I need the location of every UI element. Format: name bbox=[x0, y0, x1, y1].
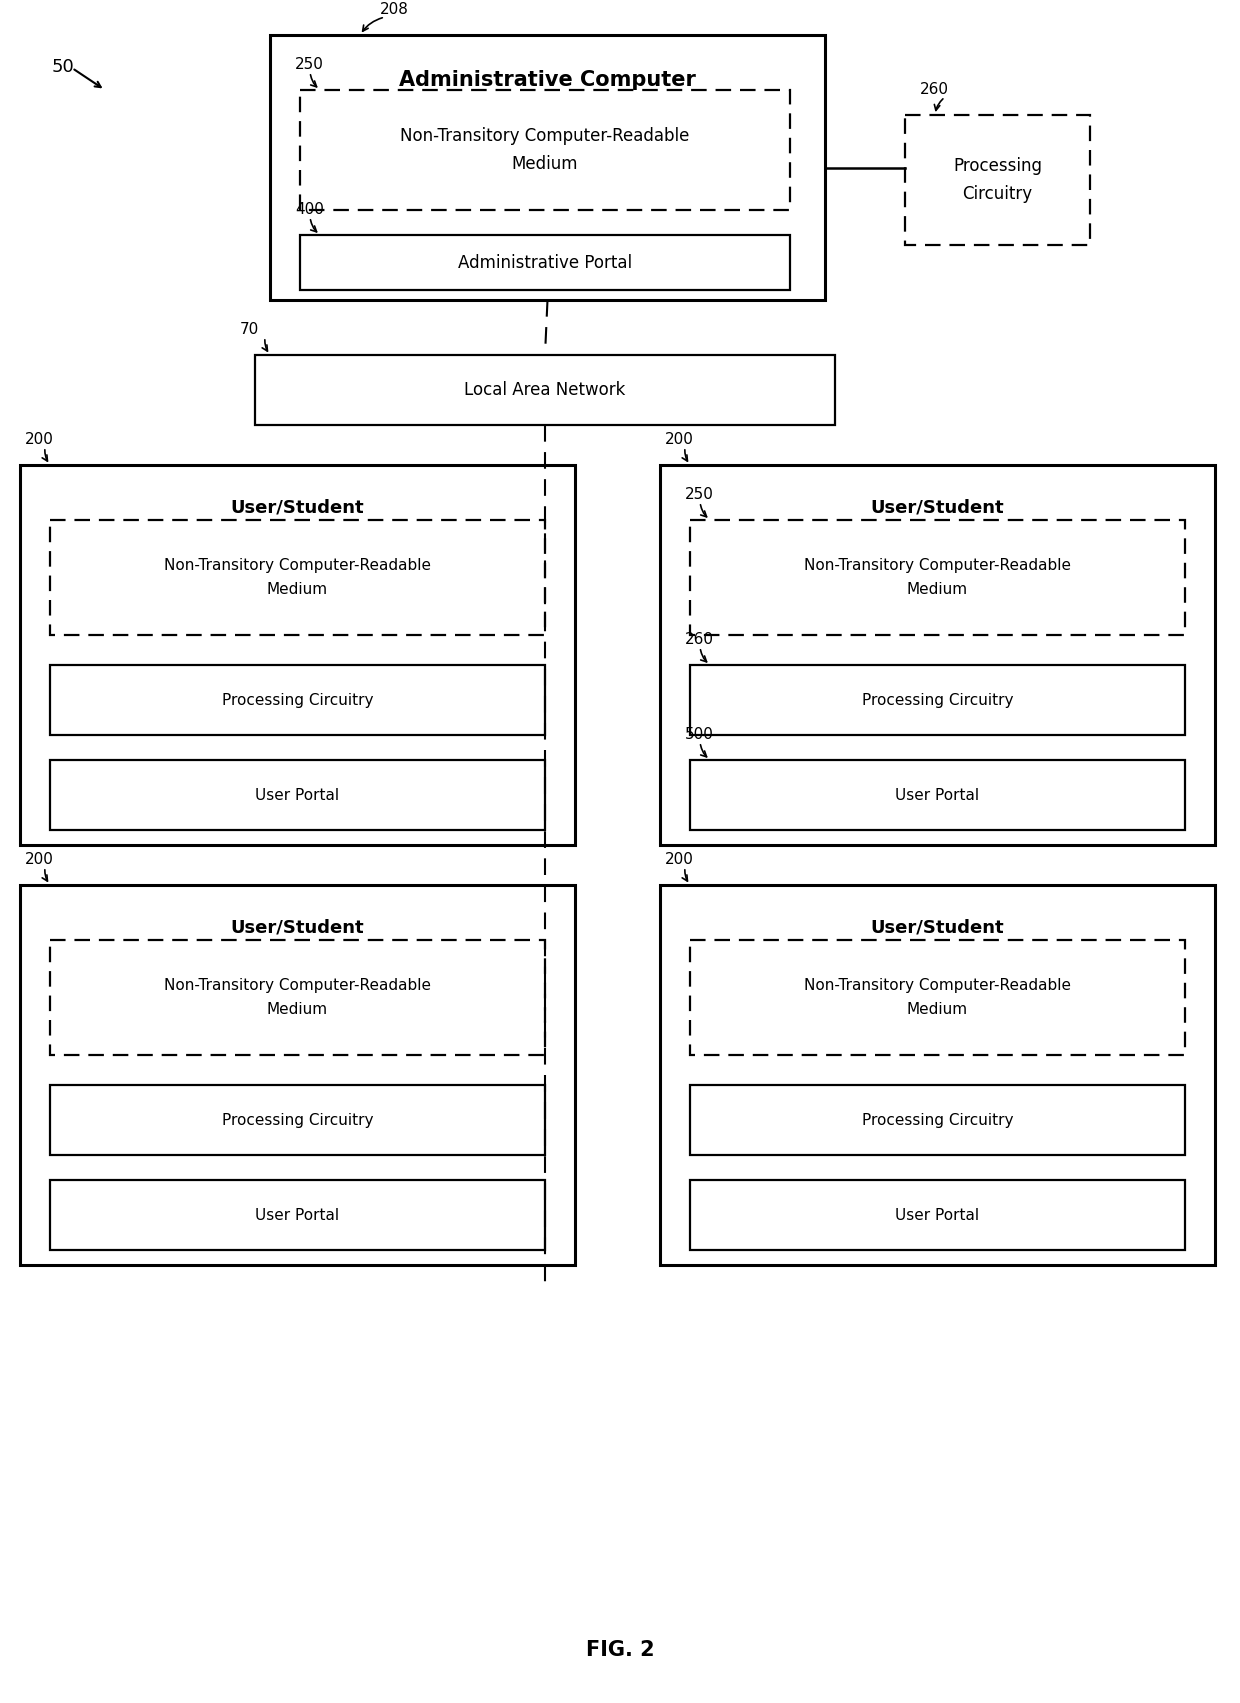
Text: Non-Transitory Computer-Readable
Medium: Non-Transitory Computer-Readable Medium bbox=[804, 559, 1071, 596]
Text: 400: 400 bbox=[295, 203, 324, 216]
Text: 50: 50 bbox=[52, 58, 74, 77]
Text: Non-Transitory Computer-Readable
Medium: Non-Transitory Computer-Readable Medium bbox=[804, 978, 1071, 1017]
Bar bbox=[689, 519, 1185, 635]
Text: Processing Circuitry: Processing Circuitry bbox=[862, 1112, 1013, 1127]
Text: User Portal: User Portal bbox=[895, 1207, 980, 1223]
Text: Administrative Computer: Administrative Computer bbox=[399, 70, 696, 90]
Text: User/Student: User/Student bbox=[231, 918, 365, 937]
Text: 200: 200 bbox=[25, 433, 53, 446]
Text: 260: 260 bbox=[684, 632, 714, 647]
Text: 200: 200 bbox=[665, 852, 694, 867]
Text: Local Area Network: Local Area Network bbox=[464, 381, 626, 399]
Bar bbox=[689, 664, 1185, 736]
Bar bbox=[660, 465, 1215, 845]
Text: Processing Circuitry: Processing Circuitry bbox=[222, 693, 373, 707]
Text: 200: 200 bbox=[25, 852, 53, 867]
Text: Processing
Circuitry: Processing Circuitry bbox=[954, 157, 1042, 203]
Text: Processing Circuitry: Processing Circuitry bbox=[862, 693, 1013, 707]
Bar bbox=[689, 1180, 1185, 1250]
Text: Non-Transitory Computer-Readable
Medium: Non-Transitory Computer-Readable Medium bbox=[164, 559, 432, 596]
Text: 200: 200 bbox=[665, 433, 694, 446]
Text: User Portal: User Portal bbox=[255, 1207, 340, 1223]
Text: FIG. 2: FIG. 2 bbox=[585, 1640, 655, 1660]
Bar bbox=[50, 519, 546, 635]
Bar bbox=[50, 1180, 546, 1250]
Text: 260: 260 bbox=[920, 82, 949, 97]
Text: 250: 250 bbox=[295, 56, 324, 72]
Text: Administrative Portal: Administrative Portal bbox=[458, 254, 632, 271]
Bar bbox=[50, 664, 546, 736]
Bar bbox=[50, 1085, 546, 1155]
Bar bbox=[255, 354, 835, 426]
Bar bbox=[20, 465, 575, 845]
Text: User Portal: User Portal bbox=[895, 787, 980, 802]
Text: User/Student: User/Student bbox=[231, 497, 365, 516]
Bar bbox=[689, 1085, 1185, 1155]
Text: 70: 70 bbox=[241, 322, 259, 337]
Bar bbox=[905, 116, 1090, 245]
Bar bbox=[660, 886, 1215, 1265]
Bar bbox=[50, 940, 546, 1054]
Bar bbox=[270, 36, 825, 300]
Text: Non-Transitory Computer-Readable
Medium: Non-Transitory Computer-Readable Medium bbox=[401, 128, 689, 174]
Text: 500: 500 bbox=[684, 727, 714, 743]
Text: User/Student: User/Student bbox=[870, 497, 1004, 516]
Bar bbox=[300, 90, 790, 209]
Text: Processing Circuitry: Processing Circuitry bbox=[222, 1112, 373, 1127]
Text: User Portal: User Portal bbox=[255, 787, 340, 802]
Bar bbox=[50, 760, 546, 829]
Bar bbox=[20, 886, 575, 1265]
Bar bbox=[300, 235, 790, 290]
Text: 250: 250 bbox=[684, 487, 714, 502]
Text: Non-Transitory Computer-Readable
Medium: Non-Transitory Computer-Readable Medium bbox=[164, 978, 432, 1017]
Bar bbox=[689, 760, 1185, 829]
Text: 208: 208 bbox=[379, 2, 409, 17]
Text: User/Student: User/Student bbox=[870, 918, 1004, 937]
Bar bbox=[689, 940, 1185, 1054]
